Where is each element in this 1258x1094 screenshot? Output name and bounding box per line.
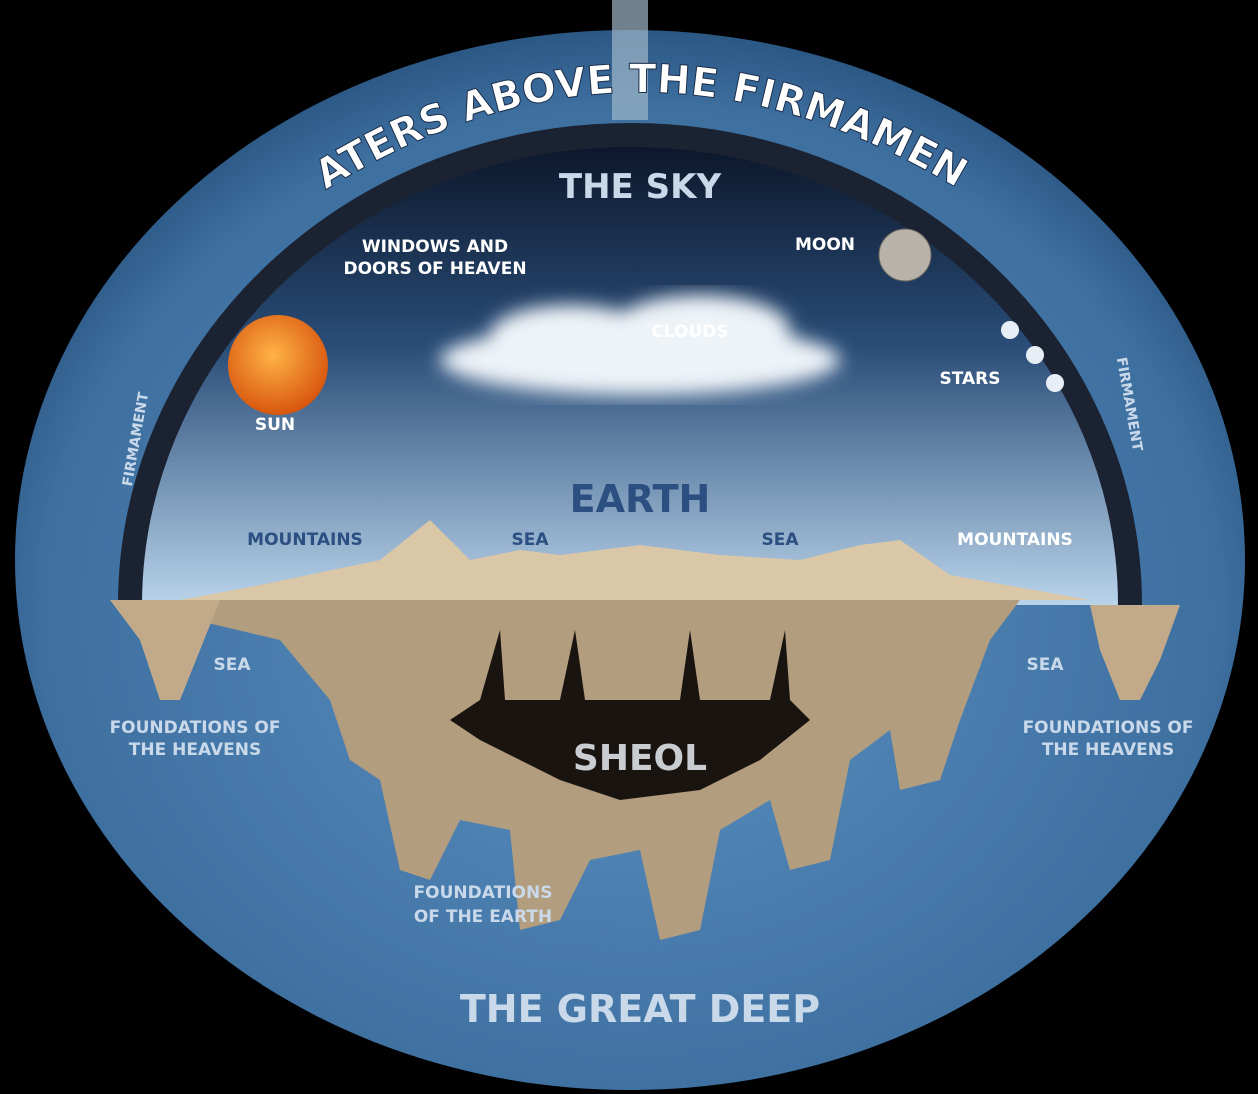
sheol-label: SHEOL (573, 738, 707, 779)
sun-label: SUN (255, 415, 295, 435)
line: OF THE EARTH (414, 907, 552, 927)
moon-label: MOON (795, 235, 855, 255)
mountains-left: MOUNTAINS (247, 530, 363, 550)
line: DOORS OF HEAVEN (343, 259, 526, 279)
sea-left: SEA (511, 530, 549, 550)
moon (879, 229, 931, 281)
great-deep-label: THE GREAT DEEP (460, 987, 820, 1031)
under-sea-left: SEA (213, 655, 251, 675)
line: WINDOWS AND (362, 237, 508, 257)
line: FOUNDATIONS OF (1023, 718, 1194, 738)
stars-label: STARS (939, 369, 1000, 389)
sun (228, 315, 328, 415)
under-sea-right: SEA (1026, 655, 1064, 675)
clouds-label: CLOUDS (651, 322, 728, 342)
line: THE HEAVENS (1042, 740, 1174, 760)
sea-right: SEA (761, 530, 799, 550)
line: THE HEAVENS (129, 740, 261, 760)
line: FOUNDATIONS OF (110, 718, 281, 738)
line: FOUNDATIONS (414, 883, 553, 903)
earth-label: EARTH (570, 477, 711, 521)
mountains-right: MOUNTAINS (957, 530, 1073, 550)
sky-label: THE SKY (559, 167, 722, 207)
cosmology-diagram: WATERS ABOVE THE FIRMAMENT THE SKY WINDO… (0, 0, 1258, 1094)
